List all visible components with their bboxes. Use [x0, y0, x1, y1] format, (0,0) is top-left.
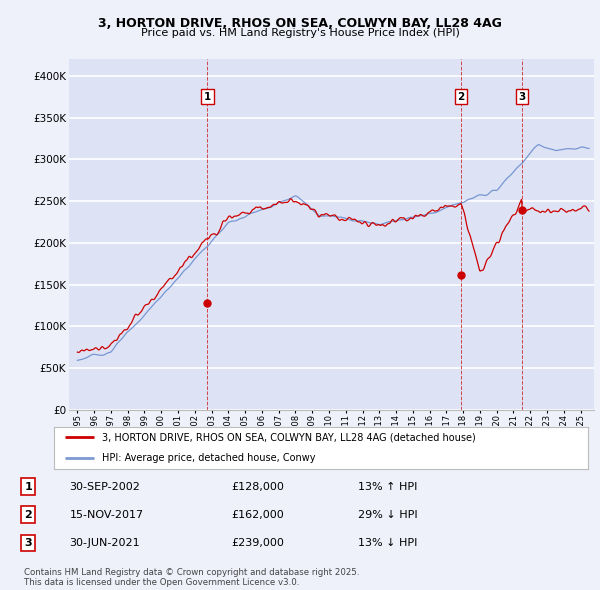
- Text: 3, HORTON DRIVE, RHOS ON SEA, COLWYN BAY, LL28 4AG: 3, HORTON DRIVE, RHOS ON SEA, COLWYN BAY…: [98, 17, 502, 30]
- Text: 13% ↑ HPI: 13% ↑ HPI: [358, 481, 417, 491]
- Text: £239,000: £239,000: [231, 538, 284, 548]
- Text: 2: 2: [24, 510, 32, 520]
- Text: £162,000: £162,000: [231, 510, 284, 520]
- Text: 29% ↓ HPI: 29% ↓ HPI: [358, 510, 417, 520]
- Text: 3, HORTON DRIVE, RHOS ON SEA, COLWYN BAY, LL28 4AG (detached house): 3, HORTON DRIVE, RHOS ON SEA, COLWYN BAY…: [102, 432, 476, 442]
- Text: £128,000: £128,000: [231, 481, 284, 491]
- Text: 30-JUN-2021: 30-JUN-2021: [70, 538, 140, 548]
- Text: 1: 1: [204, 91, 211, 101]
- Text: 13% ↓ HPI: 13% ↓ HPI: [358, 538, 417, 548]
- Text: Contains HM Land Registry data © Crown copyright and database right 2025.
This d: Contains HM Land Registry data © Crown c…: [24, 568, 359, 587]
- Text: Price paid vs. HM Land Registry's House Price Index (HPI): Price paid vs. HM Land Registry's House …: [140, 28, 460, 38]
- Text: 30-SEP-2002: 30-SEP-2002: [70, 481, 140, 491]
- Text: 2: 2: [457, 91, 464, 101]
- Text: HPI: Average price, detached house, Conwy: HPI: Average price, detached house, Conw…: [102, 454, 316, 463]
- Text: 1: 1: [24, 481, 32, 491]
- Text: 3: 3: [518, 91, 526, 101]
- Text: 3: 3: [25, 538, 32, 548]
- Text: 15-NOV-2017: 15-NOV-2017: [70, 510, 144, 520]
